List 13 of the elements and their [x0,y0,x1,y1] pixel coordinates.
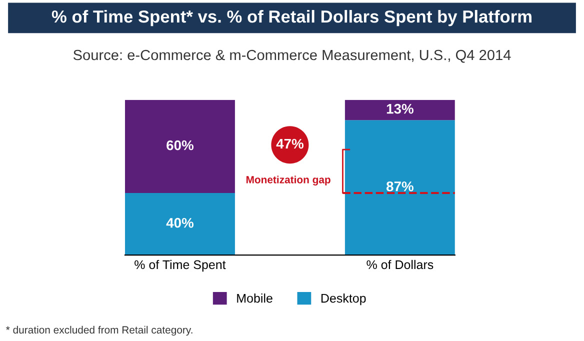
data-label: 13% [386,104,414,114]
data-label: 60% [166,140,194,150]
data-label: 87% [386,181,414,192]
legend-label: Mobile [237,294,272,303]
text: * duration excluded from Retail category. [6,326,192,336]
annotation: 47% [276,138,304,149]
legend-label: Desktop [321,294,366,306]
x-tick-label: % of Time Spent [134,260,226,272]
chart-title: % of Time Spent* vs. % of Retail Dollars Spent by Platform [52,10,532,26]
chart-subtitle: Source: e-Commerce & m-Commerce Measurement, U.S., Q4 2014 [73,50,511,63]
annotation: Monetization gap [246,176,330,186]
x-tick-label: % of Dollars [366,260,434,270]
data-label: 40% [166,218,194,228]
